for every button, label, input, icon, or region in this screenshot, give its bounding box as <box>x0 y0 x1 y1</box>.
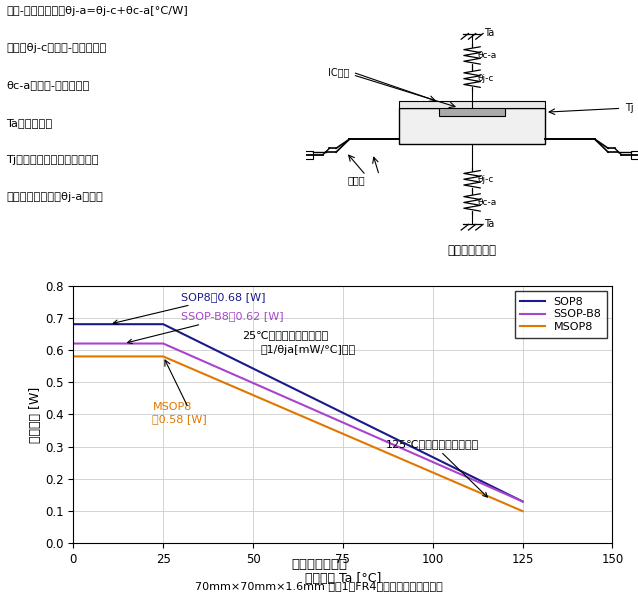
Text: SSOP-B8：0.62 [W]: SSOP-B8：0.62 [W] <box>128 311 284 344</box>
SSOP-B8 <box>70 340 77 348</box>
Text: 以1/θja[mW/°C]减少: 以1/θja[mW/°C]减少 <box>260 344 355 354</box>
Text: θc-a: θc-a <box>477 198 496 207</box>
MSOP8 <box>70 352 77 360</box>
Legend: SOP8, SSOP-B8, MSOP8: SOP8, SSOP-B8, MSOP8 <box>515 291 607 338</box>
Text: 此处，θj-c：接合-外壳间热阻: 此处，θj-c：接合-外壳间热阻 <box>6 43 107 53</box>
SSOP-B8 <box>160 340 167 348</box>
Text: θc-a：外壳-外部间热阻: θc-a：外壳-外部间热阻 <box>6 80 90 90</box>
Text: θc-a: θc-a <box>477 51 496 60</box>
Text: 降额曲线的斜率为θj-a的倒数: 降额曲线的斜率为θj-a的倒数 <box>6 192 103 202</box>
Line: SOP8: SOP8 <box>73 324 523 502</box>
Text: Tj：接合部温度（接合温度）: Tj：接合部温度（接合温度） <box>6 155 99 165</box>
Text: 【封装的热阻】: 【封装的热阻】 <box>448 244 496 257</box>
Line: MSOP8: MSOP8 <box>73 356 523 511</box>
Bar <box>296 151 313 158</box>
Text: θj-c: θj-c <box>477 74 493 83</box>
Text: MSOP8: MSOP8 <box>152 402 192 411</box>
Text: ：0.58 [W]: ：0.58 [W] <box>152 414 207 424</box>
Text: Ta: Ta <box>484 28 494 38</box>
Bar <box>439 107 505 116</box>
SOP8 <box>160 321 167 328</box>
Text: 25℃环境下可消耗的功率: 25℃环境下可消耗的功率 <box>242 330 329 340</box>
Text: θj-c: θj-c <box>477 175 493 184</box>
Text: SOP8：0.68 [W]: SOP8：0.68 [W] <box>113 292 265 324</box>
Text: 【减热曲线例】: 【减热曲线例】 <box>291 558 347 571</box>
Text: Ta: Ta <box>484 219 494 230</box>
Text: Tj: Tj <box>625 103 634 114</box>
X-axis label: 环境温度 Ta [°C]: 环境温度 Ta [°C] <box>305 572 381 585</box>
SOP8 <box>519 498 526 505</box>
Text: 125℃环境下可消耗的功率: 125℃环境下可消耗的功率 <box>386 438 487 497</box>
SOP8 <box>70 321 77 328</box>
MSOP8 <box>160 352 167 360</box>
Text: Ta：环境温度: Ta：环境温度 <box>6 117 52 128</box>
Bar <box>399 101 545 108</box>
Text: IC芯片: IC芯片 <box>328 67 350 77</box>
MSOP8 <box>519 507 526 515</box>
Line: SSOP-B8: SSOP-B8 <box>73 344 523 502</box>
Bar <box>632 151 638 158</box>
Text: 接合-外部间热阻：θj-a=θj-c+θc-a[°C/W]: 接合-外部间热阻：θj-a=θj-c+θc-a[°C/W] <box>6 6 188 16</box>
SSOP-B8 <box>519 498 526 505</box>
Text: 70mm×70mm×1.6mm 贴袅1层FR4玻璃环氧树脂电路板时: 70mm×70mm×1.6mm 贴袅1层FR4玻璃环氧树脂电路板时 <box>195 581 443 591</box>
Bar <box>399 108 545 144</box>
Text: 引线框: 引线框 <box>347 176 365 185</box>
Y-axis label: 容许植耗 [W]: 容许植耗 [W] <box>29 386 42 443</box>
